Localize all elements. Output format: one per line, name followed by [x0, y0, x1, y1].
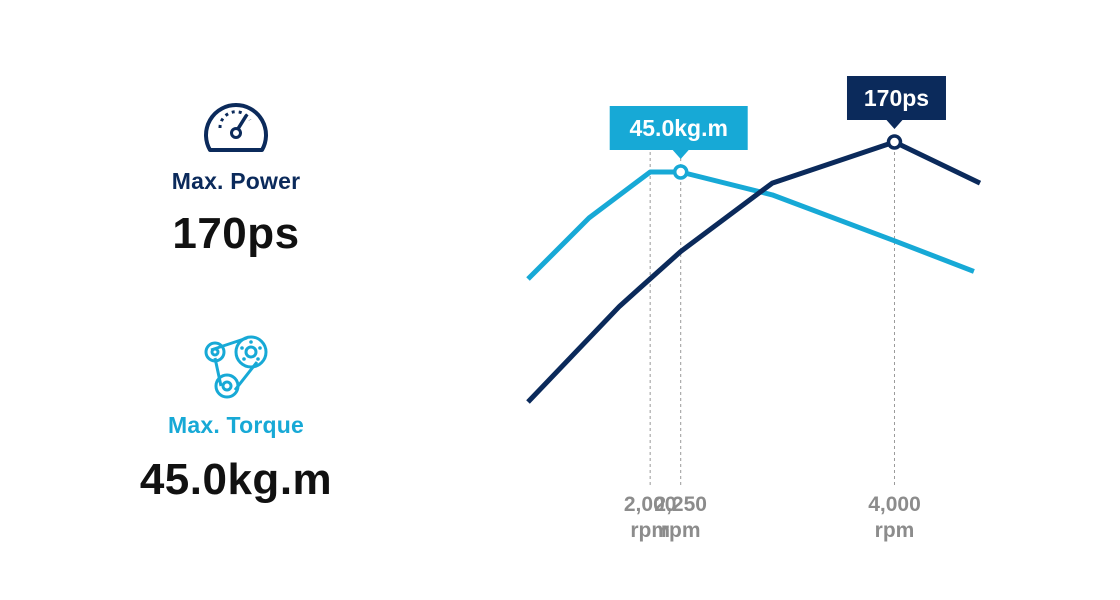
- torque-callout-box: [609, 106, 748, 150]
- x-tick-label: 4,000: [868, 493, 921, 516]
- x-tick-label: 2,000: [624, 493, 677, 516]
- power-peak-label: 170ps: [864, 85, 929, 111]
- peak-markers: [672, 134, 903, 180]
- power-series-line: [526, 139, 982, 404]
- x-tick-unit: rpm: [630, 519, 670, 542]
- x-tick-1: 2,250 rpm: [654, 493, 707, 542]
- peak-callouts: 45.0kg.m 170ps: [609, 76, 946, 159]
- x-tick-unit: rpm: [875, 519, 915, 542]
- power-callout-pointer: [886, 120, 903, 129]
- max-torque-label: Max. Torque: [168, 412, 304, 438]
- max-power-stat: Max. Power 170ps: [0, 88, 472, 259]
- series-lines: [526, 139, 982, 404]
- torque-peak-callout: 45.0kg.m: [609, 106, 748, 159]
- max-torque-value: 45.0kg.m: [139, 455, 333, 504]
- x-tick-0: 2,000 rpm: [624, 493, 677, 542]
- x-tick-2: 4,000 rpm: [868, 493, 921, 542]
- max-power-label: Max. Power: [171, 168, 301, 194]
- spec-panel: Max. Power 170ps Max. Torque 45.0kg.m: [0, 0, 480, 600]
- guide-lines: [649, 140, 895, 486]
- max-torque-stat: Max. Torque 45.0kg.m: [0, 334, 472, 505]
- power-peak-callout: 170ps: [846, 76, 946, 129]
- x-axis-ticks: 2,000 rpm 2,250 rpm 4,000 rpm: [624, 493, 921, 542]
- x-tick-unit: rpm: [661, 519, 701, 542]
- x-tick-label: 2,250: [654, 493, 707, 516]
- speedometer-icon: [204, 103, 268, 152]
- power-peak-marker: [886, 134, 903, 150]
- max-power-value: 170ps: [172, 209, 300, 258]
- belt-pulley-icon: [204, 335, 268, 399]
- torque-peak-label: 45.0kg.m: [629, 115, 727, 141]
- power-callout-box: [846, 76, 946, 120]
- torque-peak-marker: [672, 164, 689, 180]
- torque-callout-pointer: [672, 150, 689, 159]
- torque-series-line: [526, 169, 975, 281]
